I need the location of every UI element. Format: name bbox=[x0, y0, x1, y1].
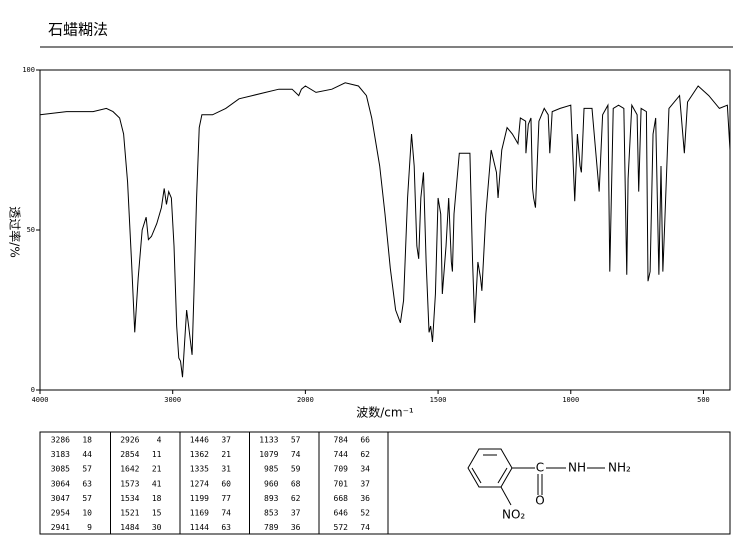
peak-transmittance: 37 bbox=[360, 479, 370, 488]
peak-wavenumber: 668 bbox=[334, 494, 349, 503]
peak-wavenumber: 853 bbox=[264, 509, 279, 518]
peak-transmittance: 62 bbox=[360, 450, 370, 459]
peak-wavenumber: 3286 bbox=[51, 436, 70, 445]
atom-label: O bbox=[535, 494, 544, 508]
table-frame bbox=[39, 431, 731, 535]
peak-wavenumber: 1484 bbox=[120, 523, 139, 532]
x-tick-label: 1000 bbox=[562, 396, 579, 404]
spectrum-line bbox=[39, 82, 731, 378]
peak-transmittance: 41 bbox=[152, 479, 162, 488]
peak-wavenumber: 1521 bbox=[120, 509, 139, 518]
peak-wavenumber: 1642 bbox=[120, 465, 139, 474]
peak-wavenumber: 2954 bbox=[51, 509, 70, 518]
peak-wavenumber: 3183 bbox=[51, 450, 70, 459]
peak-wavenumber: 1446 bbox=[190, 436, 209, 445]
peak-transmittance: 63 bbox=[221, 523, 231, 532]
peak-wavenumber: 744 bbox=[334, 450, 349, 459]
peak-transmittance: 60 bbox=[221, 479, 231, 488]
peak-transmittance: 74 bbox=[291, 450, 301, 459]
peak-wavenumber: 985 bbox=[264, 465, 279, 474]
peak-wavenumber: 2926 bbox=[120, 436, 139, 445]
y-axis-label: 透过率/% bbox=[8, 206, 23, 257]
peak-transmittance: 15 bbox=[152, 509, 162, 518]
peak-transmittance: 31 bbox=[221, 465, 231, 474]
peak-transmittance: 18 bbox=[152, 494, 162, 503]
peak-transmittance: 9 bbox=[87, 523, 92, 532]
peak-transmittance: 57 bbox=[82, 465, 92, 474]
peak-wavenumber: 1573 bbox=[120, 479, 139, 488]
peak-transmittance: 52 bbox=[360, 509, 370, 518]
peak-wavenumber: 1362 bbox=[190, 450, 209, 459]
peak-wavenumber: 1199 bbox=[190, 494, 209, 503]
peak-transmittance: 57 bbox=[82, 494, 92, 503]
peak-transmittance: 21 bbox=[152, 465, 162, 474]
peak-wavenumber: 784 bbox=[334, 436, 349, 445]
atom-label: C bbox=[536, 461, 544, 475]
peak-transmittance: 11 bbox=[152, 450, 162, 459]
peak-transmittance: 63 bbox=[82, 479, 92, 488]
peak-transmittance: 62 bbox=[291, 494, 301, 503]
peak-wavenumber: 3064 bbox=[51, 479, 70, 488]
peak-wavenumber: 1534 bbox=[120, 494, 139, 503]
peak-transmittance: 37 bbox=[291, 509, 301, 518]
x-axis-label: 波数/cm⁻¹ bbox=[356, 405, 414, 420]
peak-transmittance: 59 bbox=[291, 465, 301, 474]
peak-wavenumber: 893 bbox=[264, 494, 279, 503]
peak-transmittance: 77 bbox=[221, 494, 231, 503]
x-tick-label: 4000 bbox=[32, 396, 49, 404]
peak-wavenumber: 709 bbox=[334, 465, 349, 474]
peak-transmittance: 44 bbox=[82, 450, 92, 459]
peak-transmittance: 36 bbox=[360, 494, 370, 503]
peak-transmittance: 4 bbox=[157, 436, 162, 445]
peak-wavenumber: 3047 bbox=[51, 494, 70, 503]
chart-title: 石蜡糊法 bbox=[48, 21, 108, 39]
y-tick-label: 100 bbox=[22, 66, 35, 74]
plot-frame bbox=[39, 69, 731, 391]
y-tick-label: 50 bbox=[27, 226, 35, 234]
atom-label: NH₂ bbox=[608, 461, 631, 475]
atom-label: NH bbox=[568, 461, 586, 475]
peak-wavenumber: 1169 bbox=[190, 509, 209, 518]
peak-transmittance: 57 bbox=[291, 436, 301, 445]
x-tick-label: 3000 bbox=[164, 396, 181, 404]
peak-transmittance: 74 bbox=[221, 509, 231, 518]
peak-wavenumber: 701 bbox=[334, 479, 349, 488]
peak-transmittance: 74 bbox=[360, 523, 370, 532]
peak-wavenumber: 1335 bbox=[190, 465, 209, 474]
structure-bonds bbox=[467, 448, 605, 506]
peak-transmittance: 34 bbox=[360, 465, 370, 474]
double-bond bbox=[497, 467, 508, 484]
x-tick-label: 1500 bbox=[430, 396, 447, 404]
peak-transmittance: 37 bbox=[221, 436, 231, 445]
peak-wavenumber: 2854 bbox=[120, 450, 139, 459]
peak-transmittance: 66 bbox=[360, 436, 370, 445]
peak-wavenumber: 2941 bbox=[51, 523, 70, 532]
peak-wavenumber: 1133 bbox=[259, 436, 278, 445]
bond bbox=[500, 486, 512, 506]
peak-wavenumber: 572 bbox=[334, 523, 349, 532]
peak-wavenumber: 646 bbox=[334, 509, 349, 518]
peak-wavenumber: 960 bbox=[264, 479, 279, 488]
x-tick-label: 2000 bbox=[297, 396, 314, 404]
y-tick-label: 0 bbox=[31, 386, 35, 394]
peak-transmittance: 36 bbox=[291, 523, 301, 532]
peak-wavenumber: 1079 bbox=[259, 450, 278, 459]
double-bond bbox=[471, 467, 482, 484]
peak-transmittance: 30 bbox=[152, 523, 162, 532]
peak-wavenumber: 1274 bbox=[190, 479, 209, 488]
peak-transmittance: 68 bbox=[291, 479, 301, 488]
atom-label: NO₂ bbox=[502, 508, 525, 522]
peak-transmittance: 18 bbox=[82, 436, 92, 445]
peak-wavenumber: 3085 bbox=[51, 465, 70, 474]
peak-transmittance: 10 bbox=[82, 509, 92, 518]
peak-wavenumber: 1144 bbox=[190, 523, 209, 532]
x-tick-label: 500 bbox=[697, 396, 710, 404]
peak-wavenumber: 789 bbox=[264, 523, 279, 532]
peak-transmittance: 21 bbox=[221, 450, 231, 459]
